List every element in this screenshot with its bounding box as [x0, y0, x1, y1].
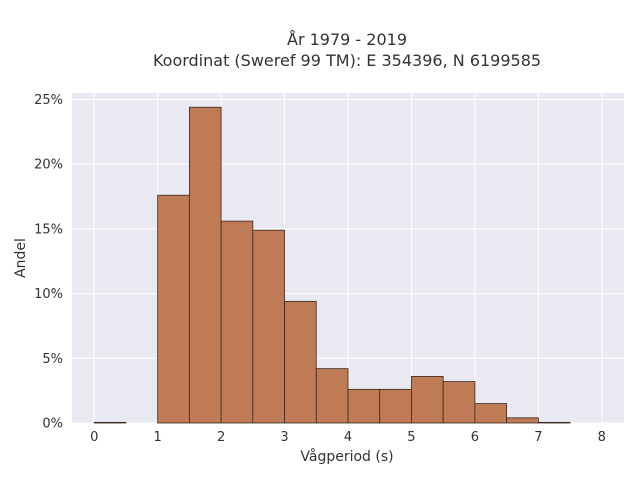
histogram-bar-13 [506, 417, 539, 424]
x-tick-label: 7 [534, 430, 542, 445]
histogram-bar-11 [442, 381, 476, 424]
x-axis-ticks: 0 1 2 3 4 5 6 7 8 [90, 430, 606, 445]
histogram-bar-9 [379, 388, 412, 424]
y-tick-label: 15% [34, 222, 63, 237]
x-tick-label: 5 [407, 430, 415, 445]
y-tick-label: 5% [42, 352, 63, 367]
histogram-bar-7 [315, 368, 349, 424]
y-axis-title: Andel [13, 238, 29, 278]
x-tick-label: 8 [598, 430, 606, 445]
histogram-bar-5 [252, 229, 285, 424]
y-axis-ticks: 0% 5% 10% 15% 20% 25% [34, 93, 63, 432]
histogram-bar-0 [93, 421, 127, 424]
histogram-bar-10 [411, 376, 444, 424]
histogram-bar-2 [157, 194, 190, 424]
x-tick-label: 0 [90, 430, 98, 445]
x-tick-label: 2 [217, 430, 225, 445]
y-tick-label: 25% [34, 93, 63, 108]
chart-title-line-1: År 1979 - 2019 [287, 30, 407, 49]
histogram-bar-4 [220, 220, 254, 424]
histogram-bar-6 [284, 300, 317, 424]
histogram-bar-14 [537, 421, 571, 424]
bars [93, 106, 571, 424]
chart-title-line-2: Koordinat (Sweref 99 TM): E 354396, N 61… [153, 51, 541, 70]
y-tick-label: 0% [42, 417, 63, 432]
y-tick-label: 20% [34, 158, 63, 173]
x-tick-label: 3 [280, 430, 288, 445]
y-tick-label: 10% [34, 287, 63, 302]
x-tick-label: 1 [154, 430, 162, 445]
histogram-bar-8 [347, 388, 381, 424]
x-tick-label: 6 [471, 430, 479, 445]
histogram-bar-12 [474, 403, 508, 424]
histogram-bar-3 [188, 106, 222, 424]
x-tick-label: 4 [344, 430, 352, 445]
x-axis-title: Vågperiod (s) [300, 448, 393, 465]
